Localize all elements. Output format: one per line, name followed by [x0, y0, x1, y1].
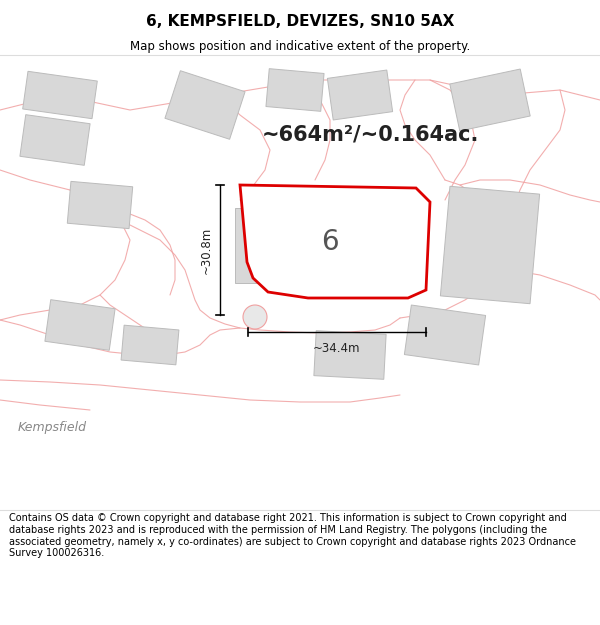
Text: 6, KEMPSFIELD, DEVIZES, SN10 5AX: 6, KEMPSFIELD, DEVIZES, SN10 5AX — [146, 14, 454, 29]
Text: ~30.8m: ~30.8m — [199, 226, 212, 274]
Text: ~664m²/~0.164ac.: ~664m²/~0.164ac. — [262, 125, 479, 145]
Polygon shape — [404, 305, 485, 365]
Text: ~34.4m: ~34.4m — [313, 341, 361, 354]
Polygon shape — [440, 186, 539, 304]
Polygon shape — [20, 114, 90, 166]
Polygon shape — [45, 299, 115, 351]
Polygon shape — [23, 71, 97, 119]
Text: Contains OS data © Crown copyright and database right 2021. This information is : Contains OS data © Crown copyright and d… — [9, 514, 576, 558]
Polygon shape — [67, 181, 133, 229]
Polygon shape — [121, 325, 179, 365]
Polygon shape — [235, 208, 345, 282]
Text: Map shows position and indicative extent of the property.: Map shows position and indicative extent… — [130, 39, 470, 52]
Polygon shape — [266, 69, 324, 111]
Polygon shape — [314, 331, 386, 379]
Polygon shape — [450, 69, 530, 131]
Polygon shape — [328, 70, 392, 120]
Text: Kempsfield: Kempsfield — [18, 421, 87, 434]
Text: 6: 6 — [321, 228, 339, 256]
Polygon shape — [240, 185, 430, 298]
Circle shape — [243, 305, 267, 329]
Polygon shape — [165, 71, 245, 139]
